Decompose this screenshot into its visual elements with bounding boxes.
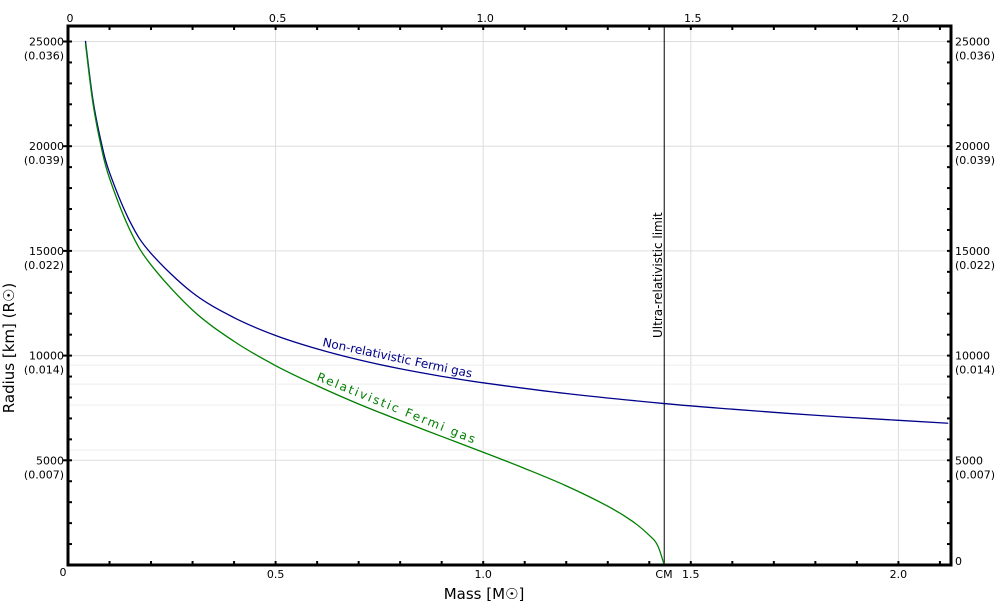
- series: [84, 26, 949, 566]
- y-tick-sublabel: (0.014): [24, 364, 64, 377]
- y-tick-sublabel: (0.036): [24, 50, 64, 63]
- plot-frame: [66, 24, 953, 567]
- top-tick-label: 0.5: [269, 12, 287, 25]
- right-tick-label: 5000: [955, 454, 983, 467]
- y-tick-label: 10000: [29, 350, 64, 363]
- y-axis-label: Radius [km] (R☉): [0, 283, 18, 413]
- ticks: 5000(0.007)5000(0.007)10000(0.014)10000(…: [24, 12, 995, 581]
- y-tick-sublabel: (0.039): [24, 154, 64, 167]
- y-tick-label: 5000: [36, 454, 64, 467]
- top-tick-label: 1.5: [684, 12, 702, 25]
- right-tick-sublabel: (0.007): [955, 468, 995, 481]
- y-tick-sublabel: (0.022): [24, 259, 64, 272]
- nonrelativistic-curve: [84, 40, 949, 424]
- top-tick-label: 1.0: [476, 12, 494, 25]
- x-tick-label: 1.5: [682, 568, 700, 581]
- y-tick-label: 20000: [29, 140, 64, 153]
- right-tick-sublabel: (0.036): [955, 50, 995, 63]
- right-tick-label: 20000: [955, 140, 990, 153]
- right-tick-label: 25000: [955, 36, 990, 49]
- right-tick-label: 15000: [955, 245, 990, 258]
- x-tick-label: 1.0: [474, 568, 492, 581]
- limit-tick-label: CM: [655, 568, 672, 581]
- top-tick-label: 2.0: [892, 12, 910, 25]
- y-tick-label: 15000: [29, 245, 64, 258]
- right-tick-sublabel: (0.022): [955, 259, 995, 272]
- x-axis-label: Mass [M☉]: [444, 585, 525, 603]
- x-zero-label: 0: [60, 566, 67, 579]
- gridlines: [68, 26, 951, 565]
- x-tick-label: 0.5: [267, 568, 285, 581]
- right-tick-sublabel: (0.039): [955, 154, 995, 167]
- series-label-relativistic: Relativistic Fermi gas: [315, 370, 479, 447]
- y-tick-sublabel: (0.007): [24, 468, 64, 481]
- right-tick-label: 10000: [955, 350, 990, 363]
- y-tick-label: 25000: [29, 36, 64, 49]
- right-tick-sublabel: (0.014): [955, 364, 995, 377]
- right-zero-label: 0: [955, 555, 962, 568]
- top-tick-label: 0: [67, 12, 74, 25]
- x-tick-label: 2.0: [890, 568, 908, 581]
- relativistic-curve: [84, 43, 665, 566]
- limit-annotation: Ultra-relativistic limit: [651, 212, 665, 338]
- series-label-nonrelativistic: Non-relativistic Fermi gas: [321, 335, 473, 380]
